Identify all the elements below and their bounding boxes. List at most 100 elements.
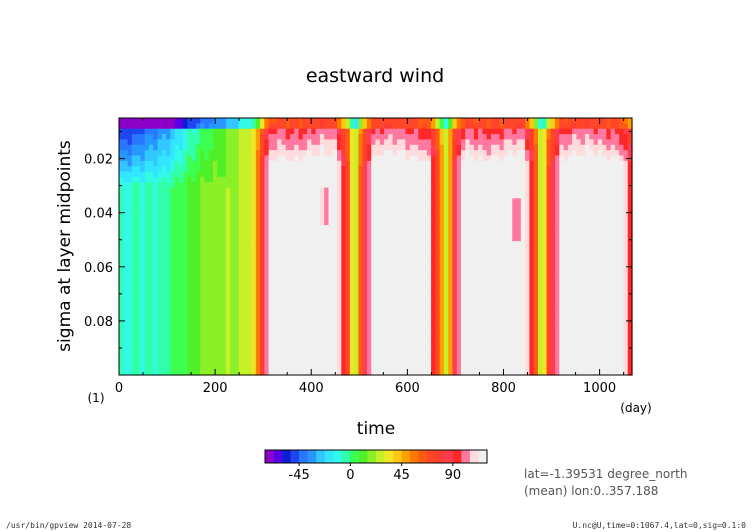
heatmap-cell xyxy=(123,316,129,323)
heatmap-cell xyxy=(307,219,312,226)
heatmap-cell xyxy=(546,241,552,248)
heatmap-cell xyxy=(238,246,244,253)
heatmap-cell xyxy=(533,144,539,151)
heatmap-cell xyxy=(409,235,415,242)
heatmap-cell xyxy=(251,246,257,253)
heatmap-cell xyxy=(384,198,389,205)
heatmap-cell xyxy=(384,235,389,242)
heatmap-cell xyxy=(516,219,522,226)
heatmap-cell xyxy=(426,257,432,264)
heatmap-cell xyxy=(401,166,407,173)
heatmap-cell xyxy=(456,209,462,215)
heatmap-cell xyxy=(525,321,531,328)
heatmap-cell xyxy=(341,273,347,280)
heatmap-cell xyxy=(456,144,462,151)
heatmap-cell xyxy=(328,203,334,210)
heatmap-cell xyxy=(525,214,531,221)
heatmap-cell xyxy=(401,278,407,285)
heatmap-cell xyxy=(362,219,368,226)
heatmap-cell xyxy=(418,310,424,317)
heatmap-cell xyxy=(388,192,394,199)
heatmap-cell xyxy=(503,337,509,344)
heatmap-cell xyxy=(251,225,257,232)
heatmap-cell xyxy=(123,364,129,371)
heatmap-cell xyxy=(422,150,428,157)
heatmap-cell xyxy=(255,241,261,248)
heatmap-cell xyxy=(225,316,231,323)
heatmap-cell xyxy=(285,241,291,248)
heatmap-cell xyxy=(294,353,300,360)
heatmap-cell xyxy=(264,214,270,221)
heatmap-cell xyxy=(319,171,325,178)
heatmap-cell xyxy=(405,235,411,242)
heatmap-cell xyxy=(217,160,223,167)
heatmap-cell xyxy=(153,348,159,355)
heatmap-cell xyxy=(358,198,364,205)
heatmap-cell xyxy=(516,187,522,194)
heatmap-cell xyxy=(456,364,462,371)
heatmap-cell xyxy=(161,214,167,221)
heatmap-cell xyxy=(183,348,189,355)
heatmap-cell xyxy=(285,139,291,146)
heatmap-cell xyxy=(490,230,496,237)
heatmap-cell xyxy=(384,219,389,226)
heatmap-cell xyxy=(422,160,428,167)
heatmap-cell xyxy=(345,332,351,339)
heatmap-cell xyxy=(529,123,535,130)
heatmap-cell xyxy=(409,251,415,258)
heatmap-cell xyxy=(388,316,394,323)
heatmap-cell xyxy=(413,283,419,290)
heatmap-cell xyxy=(508,230,513,237)
heatmap-cell xyxy=(183,358,189,365)
heatmap-cell xyxy=(469,203,475,210)
heatmap-cell xyxy=(213,326,218,333)
heatmap-cell xyxy=(405,128,411,135)
heatmap-cell xyxy=(311,283,317,290)
heatmap-cell xyxy=(490,262,496,269)
heatmap-cell xyxy=(546,230,552,237)
heatmap-cell xyxy=(183,300,189,306)
heatmap-cell xyxy=(542,342,548,349)
heatmap-cell xyxy=(559,267,565,274)
heatmap-cell xyxy=(422,316,428,323)
heatmap-cell xyxy=(396,209,402,215)
heatmap-cell xyxy=(191,342,197,349)
heatmap-cell xyxy=(533,235,539,242)
heatmap-cell xyxy=(208,332,214,339)
heatmap-cell xyxy=(520,251,526,258)
heatmap-cell xyxy=(140,219,146,226)
heatmap-cell xyxy=(490,273,496,280)
heatmap-cell xyxy=(396,326,402,333)
heatmap-cell xyxy=(183,219,189,226)
heatmap-cell xyxy=(251,257,257,264)
heatmap-cell xyxy=(537,166,543,173)
heatmap-cell xyxy=(170,128,176,135)
heatmap-cell xyxy=(516,123,522,130)
heatmap-cell xyxy=(422,123,428,130)
heatmap-cell xyxy=(272,337,278,344)
heatmap-cell xyxy=(161,310,167,317)
heatmap-cell xyxy=(358,316,364,323)
heatmap-cell xyxy=(559,209,565,215)
heatmap-cell xyxy=(418,123,424,130)
heatmap-cell xyxy=(371,300,377,306)
heatmap-cell xyxy=(187,144,193,151)
heatmap-cell xyxy=(260,246,265,253)
heatmap-cell xyxy=(371,219,377,226)
heatmap-cell xyxy=(285,337,291,344)
heatmap-cell xyxy=(559,283,565,290)
heatmap-cell xyxy=(247,300,253,306)
heatmap-cell xyxy=(324,230,330,237)
heatmap-cell xyxy=(452,230,458,237)
heatmap-cell xyxy=(422,257,428,264)
heatmap-cell xyxy=(251,187,257,194)
heatmap-cell xyxy=(503,171,509,178)
heatmap-cell xyxy=(354,160,360,167)
heatmap-cell xyxy=(482,134,488,141)
heatmap-cell xyxy=(529,353,535,360)
heatmap-cell xyxy=(140,289,146,296)
heatmap-cell xyxy=(503,166,509,173)
heatmap-cell xyxy=(546,150,552,157)
heatmap-cell xyxy=(315,337,321,344)
heatmap-cell xyxy=(345,305,351,312)
